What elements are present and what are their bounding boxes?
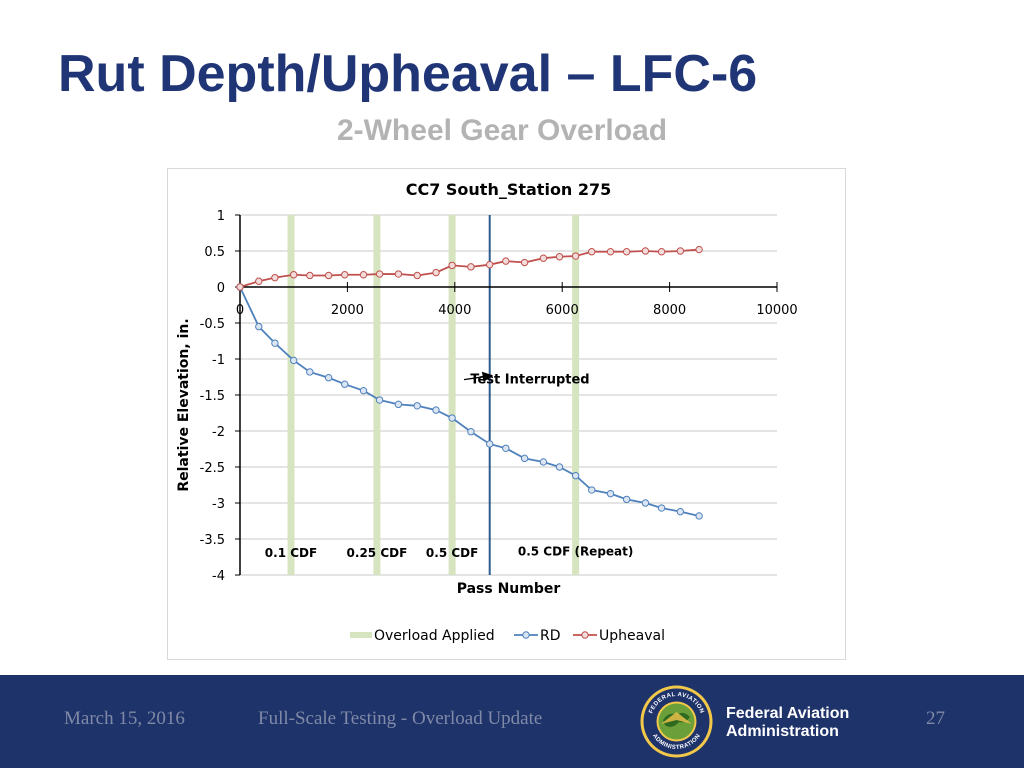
data-point-rd: [413, 402, 421, 410]
x-axis-label: Pass Number: [457, 581, 561, 597]
data-point-rd: [606, 489, 615, 498]
page-number: 27: [926, 708, 945, 729]
legend-label-upheaval: Upheaval: [599, 628, 665, 644]
footer-topic: Full-Scale Testing - Overload Update: [258, 708, 543, 729]
data-point-rd: [622, 495, 631, 504]
x-tick-label: 10000: [756, 303, 797, 318]
y-tick-label: 1: [217, 209, 225, 224]
data-point-upheaval: [306, 271, 314, 280]
y-tick-label: 0.5: [204, 245, 225, 260]
data-point-upheaval: [467, 263, 475, 271]
data-point-rd: [375, 396, 384, 404]
faa-name: Federal Aviation Administration: [726, 705, 849, 741]
faa-name-line2: Administration: [726, 723, 839, 740]
overload-label: 0.1 CDF: [265, 546, 317, 560]
rut-depth-chart: 1 0.5 0 -0.5 -1 -1.5 -2 -2.5 -3 -3.5 -4 0 2000 4000 60…: [176, 180, 798, 644]
y-tick-label: -0.5: [200, 317, 225, 332]
data-point-rd: [432, 406, 440, 414]
data-point-rd: [695, 512, 703, 520]
data-point-upheaval: [657, 248, 666, 256]
data-point-upheaval: [695, 245, 703, 254]
data-point-rd: [657, 504, 666, 512]
x-tick-label: 0: [236, 303, 244, 318]
data-point-upheaval: [394, 270, 403, 278]
data-point-rd: [448, 414, 456, 422]
data-point-upheaval: [588, 248, 596, 256]
data-point-upheaval: [606, 248, 615, 256]
x-tick-label: 2000: [331, 303, 364, 318]
data-point-upheaval: [290, 271, 298, 279]
data-point-upheaval: [641, 247, 650, 255]
data-point-rd: [641, 499, 650, 507]
data-point-rd: [306, 368, 314, 376]
footer: March 15, 2016 Full-Scale Testing - Over…: [0, 675, 1024, 768]
faa-seal-icon: FEDERAL AVIATION ADMINISTRATION: [640, 685, 713, 758]
data-point-rd: [571, 471, 580, 480]
data-point-upheaval: [375, 270, 384, 278]
data-point-upheaval: [502, 257, 510, 265]
data-point-upheaval: [622, 248, 631, 256]
data-point-upheaval: [341, 271, 349, 279]
data-point-upheaval: [676, 247, 685, 255]
y-tick-label: -1.5: [200, 389, 225, 404]
data-point-upheaval: [432, 268, 440, 277]
legend-marker-upheaval: [581, 631, 589, 639]
x-tick-label: 8000: [653, 303, 686, 318]
data-point-rd: [676, 507, 685, 516]
legend-label-rd: RD: [540, 628, 561, 644]
y-tick-label: -2: [212, 425, 225, 440]
series-line-rd: [239, 286, 700, 517]
data-point-upheaval: [486, 260, 494, 269]
y-tick-label: 0: [217, 281, 225, 296]
data-point-upheaval: [359, 271, 368, 279]
data-point-rd: [341, 380, 349, 388]
y-tick-label: -3: [212, 497, 225, 512]
slide-subtitle: 2-Wheel Gear Overload: [336, 114, 668, 147]
chart-title: CC7 South_Station 275: [406, 180, 612, 199]
legend-label-overload: Overload Applied: [374, 628, 495, 644]
test-interrupted-label: Test Interrupted: [470, 373, 589, 388]
data-point-upheaval: [413, 271, 421, 280]
data-point-upheaval: [255, 277, 263, 285]
test-interrupted-arrow: [463, 371, 493, 383]
data-point-upheaval: [324, 271, 333, 280]
data-point-rd: [555, 463, 564, 471]
data-point-upheaval: [520, 258, 529, 267]
data-point-rd: [486, 440, 494, 448]
data-point-rd: [290, 356, 298, 365]
y-tick-label: -4: [212, 569, 225, 584]
data-point-rd: [588, 486, 596, 494]
y-tick-label: -3.5: [200, 533, 225, 548]
data-point-rd: [539, 458, 548, 466]
data-point-upheaval: [448, 261, 456, 270]
data-point-upheaval: [571, 252, 580, 260]
y-tick-label: -2.5: [200, 461, 225, 476]
data-point-rd: [359, 386, 368, 395]
data-point-rd: [324, 374, 333, 382]
data-point-upheaval: [236, 283, 244, 291]
data-point-rd: [255, 322, 263, 331]
overload-label: 0.25 CDF: [347, 546, 408, 560]
data-point-upheaval: [271, 273, 279, 282]
data-point-rd: [271, 339, 279, 347]
y-tick-label: -1: [212, 353, 225, 368]
data-point-rd: [520, 454, 529, 463]
x-tick-label: 4000: [438, 303, 471, 318]
overload-label: 0.5 CDF: [426, 546, 478, 560]
overload-label: 0.5 CDF (Repeat): [518, 545, 634, 559]
data-point-rd: [502, 444, 510, 452]
data-point-upheaval: [539, 254, 548, 262]
data-point-upheaval: [555, 253, 564, 261]
y-axis-label: Relative Elevation, in.: [176, 318, 192, 491]
legend-marker-rd: [522, 631, 530, 639]
chart-area: 1 0.5 0 -0.5 -1 -1.5 -2 -2.5 -3 -3.5 -4 0 2000 4000 60…: [167, 168, 846, 660]
footer-date: March 15, 2016: [64, 708, 185, 729]
x-tick-label: 6000: [546, 303, 579, 318]
faa-name-line1: Federal Aviation: [726, 705, 850, 722]
data-point-rd: [467, 428, 475, 436]
slide-title: Rut Depth/Upheaval – LFC-6: [58, 45, 758, 103]
data-point-rd: [394, 400, 403, 409]
